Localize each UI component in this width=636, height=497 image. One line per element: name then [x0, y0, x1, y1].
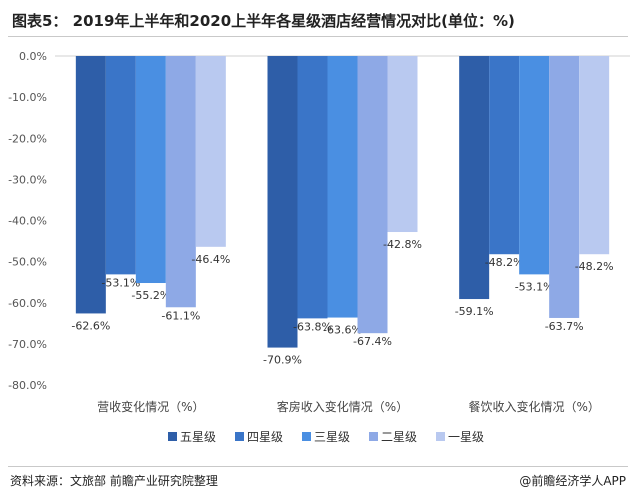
- y-tick-label: -40.0%: [8, 215, 47, 228]
- data-label: -48.2%: [485, 256, 524, 269]
- bar: [327, 56, 358, 318]
- data-label: -63.6%: [323, 324, 362, 337]
- bar-chart: 0.0% -10.0% -20.0% -30.0% -40.0% -50.0% -60.0%…: [8, 50, 630, 444]
- source-note: 资料来源：文旅部 前瞻产业研究院整理: [10, 474, 218, 488]
- legend-swatch: [302, 432, 311, 441]
- bar: [489, 56, 520, 255]
- legend-swatch: [369, 432, 378, 441]
- title-bar: 图表5： 2019年上半年和2020上半年各星级酒店经营情况对比(单位：%): [0, 0, 636, 40]
- bar: [195, 56, 226, 247]
- footer-divider: [8, 466, 628, 467]
- y-tick-label: -20.0%: [8, 132, 47, 145]
- data-label: -46.4%: [191, 253, 230, 266]
- bar: [519, 56, 550, 275]
- legend-swatch: [168, 432, 177, 441]
- x-category-label: 客房收入变化情况（%）: [277, 399, 408, 414]
- legend-label: 二星级: [381, 430, 417, 444]
- bar: [549, 56, 580, 318]
- bar: [75, 56, 106, 314]
- y-tick-label: -60.0%: [8, 297, 47, 310]
- brand-credit: @前瞻经济学人APP: [519, 474, 626, 488]
- y-tick-label: -30.0%: [8, 173, 47, 186]
- chart-title: 图表5： 2019年上半年和2020上半年各星级酒店经营情况对比(单位：%): [12, 12, 515, 30]
- data-label: -62.6%: [71, 319, 110, 332]
- legend-swatch: [235, 432, 244, 441]
- bar: [297, 56, 328, 319]
- y-tick-label: -70.0%: [8, 338, 47, 351]
- x-category-label: 餐饮收入变化情况（%）: [468, 399, 599, 414]
- data-label: -59.1%: [455, 305, 494, 318]
- data-label: -67.4%: [353, 335, 392, 348]
- y-tick-label: -80.0%: [8, 379, 47, 392]
- bar: [459, 56, 490, 300]
- y-tick-label: -50.0%: [8, 256, 47, 269]
- data-label: -63.8%: [293, 320, 332, 333]
- data-label: -42.8%: [383, 238, 422, 251]
- data-label: -63.7%: [545, 320, 584, 333]
- bar: [267, 56, 298, 348]
- y-tick-label: 0.0%: [19, 50, 47, 63]
- legend-label: 一星级: [448, 430, 484, 444]
- legend-label: 三星级: [314, 430, 350, 444]
- legend-label: 五星级: [180, 430, 216, 444]
- data-label: -53.1%: [101, 276, 140, 289]
- title-divider: [8, 36, 628, 37]
- bar: [135, 56, 166, 284]
- bar: [579, 56, 610, 255]
- legend-label: 四星级: [247, 430, 283, 444]
- data-label: -48.2%: [575, 260, 614, 273]
- data-label: -55.2%: [131, 289, 170, 302]
- bar: [165, 56, 196, 308]
- legend-swatch: [436, 432, 445, 441]
- data-label: -70.9%: [263, 354, 302, 367]
- x-category-label: 营收变化情况（%）: [97, 399, 204, 414]
- data-label: -53.1%: [515, 280, 554, 293]
- data-label: -61.1%: [161, 309, 200, 322]
- y-tick-label: -10.0%: [8, 91, 47, 104]
- bar: [357, 56, 388, 334]
- bar: [387, 56, 418, 233]
- bar: [105, 56, 136, 275]
